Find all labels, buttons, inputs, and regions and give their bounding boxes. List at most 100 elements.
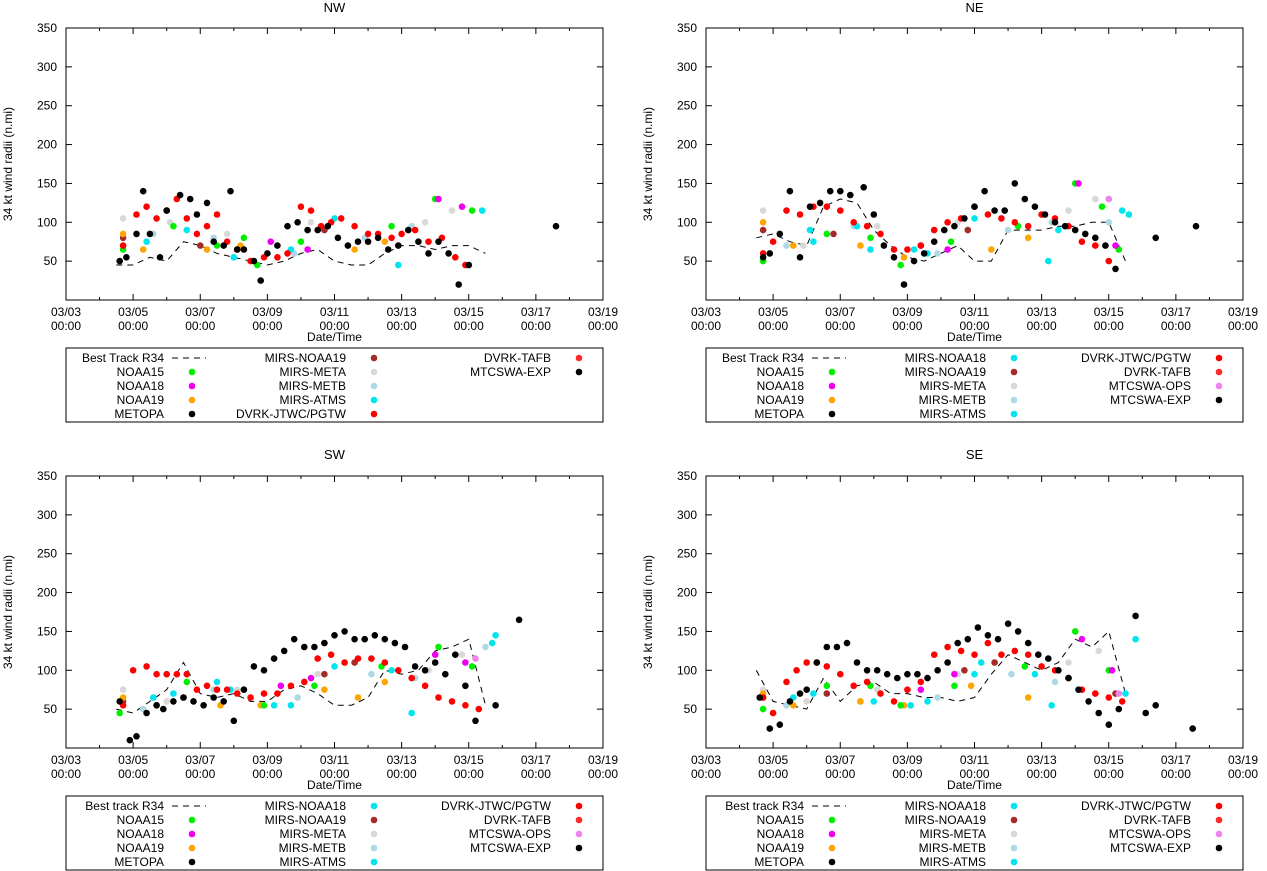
- x-tick-time: 00:00: [118, 767, 148, 781]
- x-tick-time: 00:00: [454, 767, 484, 781]
- x-tick-time: 00:00: [1161, 767, 1191, 781]
- legend-marker: [370, 830, 378, 838]
- data-point: [465, 261, 473, 269]
- data-point: [907, 702, 914, 709]
- data-point: [197, 242, 204, 249]
- series-mirs-noaa18: [170, 632, 499, 717]
- data-point: [307, 207, 315, 214]
- data-point: [294, 219, 301, 226]
- legend-label: DVRK-JTWC/PGTW: [236, 407, 347, 421]
- series-mirs-meta: [759, 195, 1099, 249]
- data-point: [944, 246, 951, 253]
- data-point: [482, 643, 489, 651]
- data-point: [388, 667, 395, 674]
- data-point: [998, 651, 1005, 658]
- data-point: [230, 717, 238, 725]
- data-point: [381, 659, 389, 666]
- data-point: [462, 702, 469, 709]
- data-point: [492, 632, 499, 639]
- legend-marker: [370, 816, 378, 824]
- data-point: [274, 690, 281, 697]
- y-tick-label: 50: [44, 702, 58, 716]
- data-point: [307, 219, 315, 226]
- y-tick-label: 150: [37, 624, 57, 638]
- chart-title: NW: [324, 0, 346, 15]
- data-point: [1085, 698, 1092, 705]
- data-point: [873, 222, 881, 230]
- data-point: [170, 222, 177, 230]
- data-point: [837, 670, 844, 678]
- data-point: [143, 238, 150, 245]
- x-tick-date: 03/11: [960, 753, 989, 767]
- data-point: [826, 187, 834, 195]
- data-point: [1031, 670, 1039, 678]
- x-tick-date: 03/15: [454, 753, 484, 767]
- x-tick-date: 03/07: [825, 753, 855, 767]
- data-point: [1112, 265, 1119, 273]
- legend-marker: [575, 844, 583, 852]
- legend-marker: [828, 830, 836, 838]
- data-point: [163, 670, 170, 678]
- data-point: [1024, 651, 1032, 658]
- legend-label: Best Track R34: [722, 351, 804, 365]
- data-point: [368, 670, 375, 678]
- data-point: [341, 659, 348, 666]
- series-noaa19: [759, 682, 1032, 709]
- data-point: [395, 261, 402, 269]
- y-tick-label: 50: [684, 702, 698, 716]
- data-point: [143, 203, 150, 210]
- plot-frame: [65, 27, 604, 301]
- legend-marker: [370, 396, 378, 404]
- data-point: [160, 705, 167, 713]
- series-dvrk-jtwc-pgtw: [759, 203, 1113, 265]
- y-tick-label: 100: [37, 663, 57, 677]
- legend-label: NOAA19: [117, 393, 165, 407]
- data-point: [240, 246, 248, 253]
- legend-label: MIRS-NOAA19: [265, 351, 347, 365]
- legend-marker: [575, 830, 583, 838]
- data-point: [176, 191, 184, 199]
- data-point: [183, 226, 191, 234]
- data-point: [1152, 234, 1159, 242]
- x-tick-date: 03/15: [1094, 753, 1124, 767]
- legend-label: NOAA19: [117, 841, 165, 855]
- data-point: [321, 686, 328, 693]
- data-point: [974, 624, 982, 631]
- legend-label: DVRK-TAFB: [484, 351, 551, 365]
- data-point: [796, 690, 804, 697]
- data-point: [260, 690, 268, 697]
- legend-label: NOAA15: [117, 365, 165, 379]
- series-mirs-metb: [150, 222, 416, 257]
- data-point: [843, 639, 851, 647]
- data-point: [468, 207, 476, 214]
- data-point: [830, 230, 837, 238]
- data-point: [129, 667, 137, 674]
- data-point: [210, 238, 217, 245]
- data-point: [900, 253, 908, 261]
- data-point: [153, 702, 160, 709]
- data-point: [1001, 207, 1008, 214]
- data-point: [1092, 690, 1099, 697]
- data-point: [837, 187, 844, 195]
- data-point: [364, 238, 372, 245]
- legend-label: NOAA15: [757, 813, 805, 827]
- data-point: [823, 682, 831, 690]
- data-point: [890, 253, 898, 261]
- data-point: [917, 686, 925, 693]
- data-point: [472, 717, 479, 725]
- data-point: [415, 238, 422, 245]
- legend-marker: [370, 382, 378, 390]
- data-point: [455, 281, 463, 288]
- data-point: [984, 632, 992, 639]
- legend-marker: [1215, 382, 1223, 390]
- data-point: [270, 702, 278, 709]
- series-mtcswa-ops: [1105, 195, 1113, 203]
- legend-label: DVRK-TAFB: [1124, 813, 1191, 827]
- data-point: [823, 230, 831, 238]
- legend-label: MIRS-META: [280, 827, 346, 841]
- data-point: [900, 281, 908, 288]
- series-noaa18: [917, 180, 1119, 253]
- data-point: [934, 667, 941, 674]
- series-noaa15: [119, 195, 476, 269]
- data-point: [203, 682, 211, 690]
